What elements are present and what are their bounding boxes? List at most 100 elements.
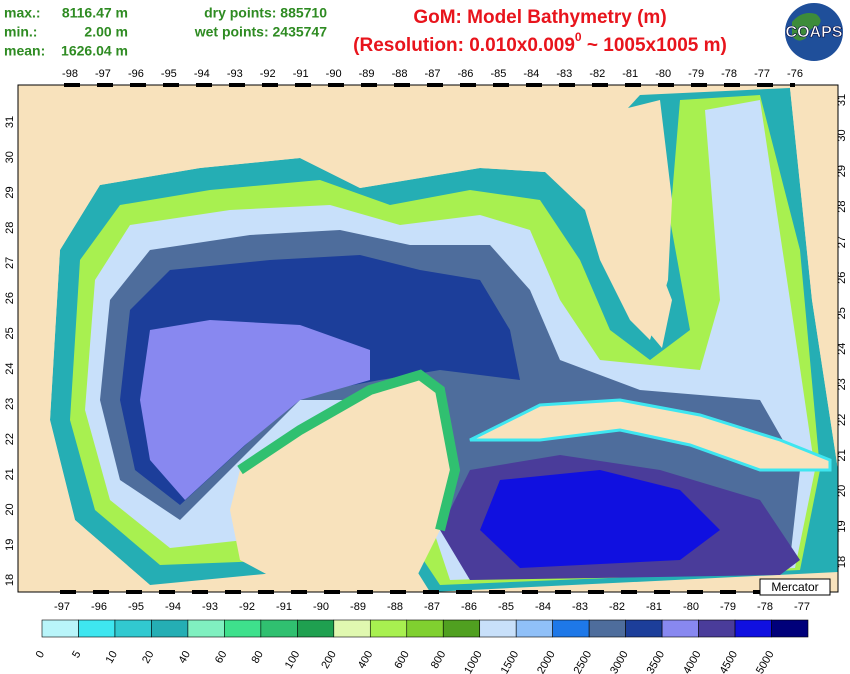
lat-label-left: 22 (4, 433, 16, 445)
colorbar-box (479, 619, 517, 638)
lon-label-bottom: -86 (461, 601, 477, 613)
colorbar-label: 2000 (535, 649, 558, 674)
lon-label-top: -97 (95, 68, 111, 80)
lon-label-top: -76 (787, 68, 803, 80)
lat-label-left: 28 (4, 222, 16, 234)
us-land (18, 85, 628, 260)
mexico-land (18, 250, 150, 592)
lat-label-left: 29 (4, 186, 16, 198)
projection: Mercator (771, 580, 818, 594)
subtitle-end: ~ 1005x1005 m) (582, 35, 727, 56)
lon-label-top: -77 (754, 68, 770, 80)
colorbar-box (734, 619, 772, 638)
lat-label-left: 21 (4, 468, 16, 480)
lon-label-bottom: -84 (535, 601, 551, 613)
lat-label-left: 25 (4, 327, 16, 339)
dry-points: dry points: 885710 (204, 5, 327, 21)
lat-label-right: 21 (836, 449, 848, 461)
colorbar-label: 20 (140, 649, 157, 666)
lat-label-right: 25 (836, 307, 848, 319)
title: GoM: Model Bathymetry (m) (413, 7, 666, 28)
lon-label-top: -84 (523, 68, 539, 80)
lon-label-top: -96 (128, 68, 144, 80)
lon-label-bottom: -95 (128, 601, 144, 613)
colorbar-box (771, 619, 809, 638)
colorbar-label: 60 (213, 649, 230, 666)
lat-label-left: 24 (4, 362, 16, 374)
lon-label-top: -93 (227, 68, 243, 80)
colorbar-box (661, 619, 699, 638)
max-label: max.: (4, 5, 41, 21)
colorbar-box (369, 619, 408, 638)
colorbar-box (442, 619, 481, 638)
colorbar-box (515, 619, 553, 638)
colorbar-label: 80 (249, 649, 266, 666)
lat-label-left: 27 (4, 257, 16, 269)
colorbar-box (114, 619, 152, 638)
lon-label-top: -83 (556, 68, 572, 80)
lat-label-left: 31 (4, 116, 16, 128)
florida (545, 100, 672, 340)
lat-label-right: 31 (836, 94, 848, 106)
lon-label-bottom: -77 (794, 601, 810, 613)
min-value: 2.00 m (84, 24, 128, 40)
lon-label-top: -98 (62, 68, 78, 80)
caribbean-deeper (480, 470, 720, 568)
map: Mercator (17, 83, 839, 596)
colorbar-label: 5 (70, 649, 83, 660)
frame-ticks (60, 83, 805, 594)
lon-label-top: -82 (589, 68, 605, 80)
subtitle: (Resolution: 0.010x0.0090 ~ 1005x1005 m) (353, 30, 727, 56)
lon-label-bottom: -93 (202, 601, 218, 613)
lon-label-bottom: -80 (683, 601, 699, 613)
mean-value: 1626.04 m (61, 43, 128, 59)
lat-label-left: 26 (4, 292, 16, 304)
lon-label-bottom: -85 (498, 601, 514, 613)
lon-label-top: -92 (260, 68, 276, 80)
lon-label-bottom: -89 (350, 601, 366, 613)
lat-label-right: 20 (836, 485, 848, 497)
mean-label: mean: (4, 43, 45, 59)
wet-points: wet points: 2435747 (194, 24, 327, 40)
lon-label-bottom: -87 (424, 601, 440, 613)
lon-label-top: -87 (425, 68, 441, 80)
lon-label-top: -78 (721, 68, 737, 80)
lat-label-right: 29 (836, 165, 848, 177)
lat-label-left: 23 (4, 398, 16, 410)
colorbar-box (224, 619, 262, 638)
east-margin (790, 85, 838, 470)
lon-label-top: -91 (293, 68, 309, 80)
colorbar-box (151, 619, 189, 638)
lon-label-top: -95 (161, 68, 177, 80)
lat-label-right: 24 (836, 343, 848, 355)
lat-label-right: 28 (836, 200, 848, 212)
colorbar-box (625, 619, 663, 638)
lat-label-left: 30 (4, 151, 16, 163)
logo: COAPS (785, 3, 843, 61)
colorbar-box (78, 619, 116, 638)
colorbar-label: 200 (319, 649, 339, 671)
colorbar-label: 0 (34, 649, 47, 660)
lat-label-left: 19 (4, 539, 16, 551)
lon-label-bottom: -79 (720, 601, 736, 613)
colorbar-box (297, 619, 335, 638)
lon-label-bottom: -83 (572, 601, 588, 613)
lon-label-top: -81 (622, 68, 638, 80)
lon-label-bottom: -91 (276, 601, 292, 613)
lat-label-right: 19 (836, 520, 848, 532)
min-label: min.: (4, 24, 37, 40)
colorbar-box (41, 619, 79, 638)
cuba (469, 398, 832, 472)
projection-box (759, 578, 831, 596)
lat-label-right: 18 (836, 556, 848, 568)
lon-label-bottom: -92 (239, 601, 255, 613)
colorbar-label: 600 (392, 649, 412, 671)
lon-label-bottom: -97 (54, 601, 70, 613)
colorbar-box (260, 619, 298, 638)
colorbar-label: 3500 (645, 649, 668, 674)
lon-label-top: -85 (490, 68, 506, 80)
colorbar-label: 800 (429, 649, 449, 671)
subtitle-main: (Resolution: 0.010x0.009 (353, 35, 575, 56)
colorbar-box (698, 619, 736, 638)
